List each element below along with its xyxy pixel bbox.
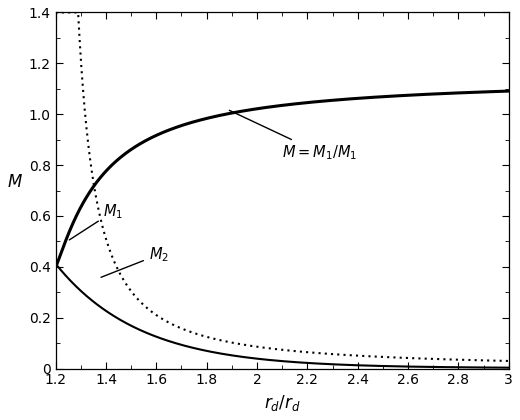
Text: $M_2$: $M_2$ — [101, 245, 169, 277]
Text: $M=M_1/M_1$: $M=M_1/M_1$ — [229, 110, 357, 162]
Text: $M_1$: $M_1$ — [69, 202, 124, 240]
Y-axis label: $M$: $M$ — [7, 173, 23, 191]
X-axis label: $r_d/r_d$: $r_d/r_d$ — [264, 393, 301, 413]
